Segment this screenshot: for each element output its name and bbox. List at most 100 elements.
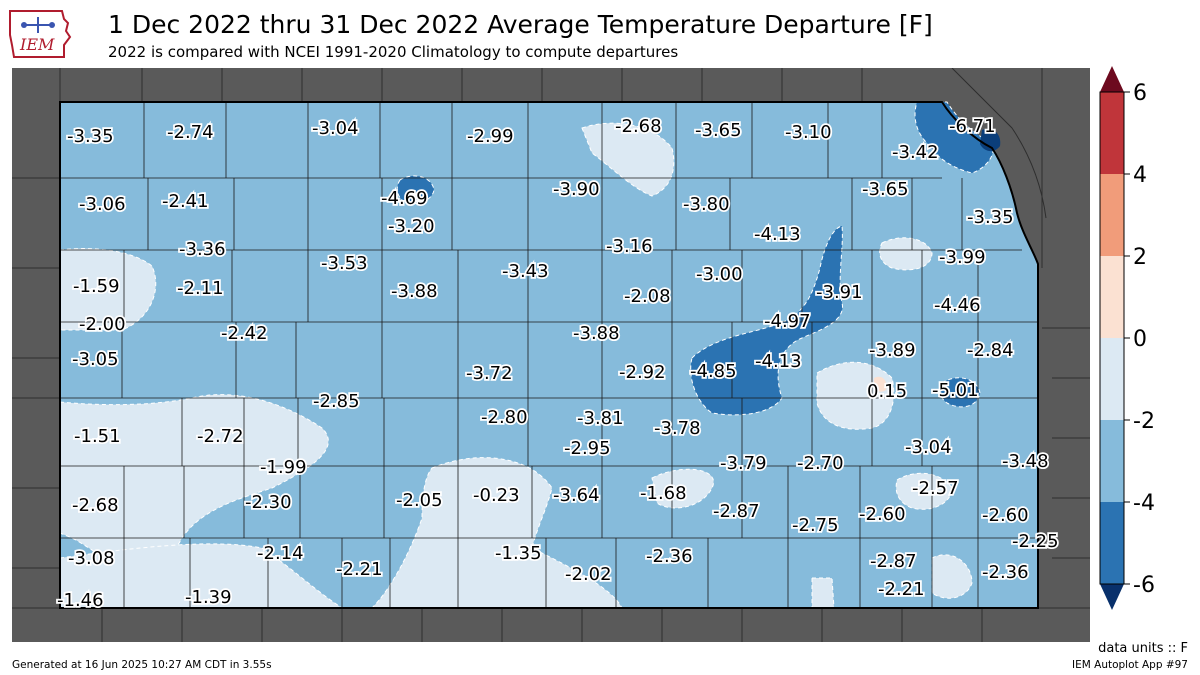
station-value: -0.23 bbox=[473, 485, 520, 506]
station-value: -3.88 bbox=[391, 281, 438, 302]
station-value: -2.72 bbox=[197, 426, 244, 447]
colorbar-tick-label: -6 bbox=[1133, 573, 1155, 598]
station-value: -4.69 bbox=[381, 188, 428, 209]
station-value: -2.21 bbox=[336, 559, 383, 580]
station-value: -3.42 bbox=[892, 142, 939, 163]
map-title: 1 Dec 2022 thru 31 Dec 2022 Average Temp… bbox=[108, 10, 933, 39]
station-value: -2.25 bbox=[1012, 531, 1059, 552]
station-value: -2.57 bbox=[912, 478, 959, 499]
station-value: -6.71 bbox=[949, 116, 996, 137]
colorbar-tick-label: 0 bbox=[1133, 327, 1147, 352]
state-fill-base bbox=[60, 102, 1038, 608]
station-value: -2.74 bbox=[167, 122, 214, 143]
station-value: -2.87 bbox=[713, 501, 760, 522]
colorbar-tick-label: 4 bbox=[1133, 163, 1147, 188]
station-value: -2.80 bbox=[481, 407, 528, 428]
zone-0-to-2 bbox=[874, 376, 887, 392]
station-value: -1.51 bbox=[74, 426, 121, 447]
station-value: -2.36 bbox=[646, 546, 693, 567]
station-value: -3.88 bbox=[573, 323, 620, 344]
colorbar: 6 4 2 0 -2 -4 -6 bbox=[1098, 66, 1198, 610]
station-value: -2.84 bbox=[967, 340, 1014, 361]
colorbar-segment-minus4-to-minus2 bbox=[1100, 420, 1124, 502]
colorbar-segment-minus6-to-minus4 bbox=[1100, 502, 1124, 584]
station-value: -2.87 bbox=[870, 551, 917, 572]
station-value: -4.85 bbox=[690, 361, 737, 382]
station-value: -3.53 bbox=[321, 253, 368, 274]
station-value: -3.81 bbox=[577, 408, 624, 429]
logo-text: IEM bbox=[19, 35, 55, 54]
colorbar-segment-0-to-2 bbox=[1100, 256, 1124, 338]
station-value: -2.95 bbox=[564, 438, 611, 459]
colorbar-tick-label: 6 bbox=[1133, 81, 1147, 106]
station-value: -2.02 bbox=[565, 564, 612, 585]
station-value: -2.21 bbox=[878, 579, 925, 600]
station-value: -2.99 bbox=[467, 126, 514, 147]
station-value-labels: -3.35 -2.74 -3.04 -2.99 -2.68 -3.65 -3.10 -6.71… bbox=[55, 114, 1060, 613]
station-value: -2.75 bbox=[792, 515, 839, 536]
generated-timestamp: Generated at 16 Jun 2025 10:27 AM CDT in… bbox=[12, 659, 272, 671]
map-subtitle: 2022 is compared with NCEI 1991-2020 Cli… bbox=[108, 43, 679, 61]
station-value: -4.97 bbox=[764, 311, 811, 332]
station-value: -1.46 bbox=[57, 590, 104, 611]
colorbar-tick-label: 2 bbox=[1133, 245, 1147, 270]
station-value: -3.43 bbox=[502, 261, 549, 282]
station-value: -2.11 bbox=[177, 278, 224, 299]
station-value: -3.48 bbox=[1002, 451, 1049, 472]
station-value: -2.36 bbox=[982, 562, 1029, 583]
station-value: -1.99 bbox=[260, 457, 307, 478]
station-value: -3.00 bbox=[696, 264, 743, 285]
station-value: -2.70 bbox=[797, 453, 844, 474]
zone-minus6-to-minus4 bbox=[396, 101, 994, 416]
station-value: -3.99 bbox=[939, 247, 986, 268]
station-value: -1.35 bbox=[495, 543, 542, 564]
station-value: -2.60 bbox=[859, 504, 906, 525]
zone-minus2-to-0 bbox=[59, 122, 973, 609]
station-value: -3.06 bbox=[79, 194, 126, 215]
station-value: -1.59 bbox=[73, 276, 120, 297]
iem-logo: IEM bbox=[6, 5, 74, 63]
station-value: -3.08 bbox=[68, 548, 115, 569]
county-lines bbox=[60, 102, 1038, 608]
station-value: -3.04 bbox=[905, 437, 952, 458]
state-border bbox=[59, 101, 1039, 609]
colorbar-segment-2-to-4 bbox=[1100, 174, 1124, 256]
station-value: -1.39 bbox=[185, 587, 232, 608]
app-label: IEM Autoplot App #97 bbox=[1072, 659, 1188, 671]
units-label: data units :: F bbox=[1098, 641, 1188, 656]
station-value: -3.91 bbox=[816, 282, 863, 303]
station-value: -2.85 bbox=[313, 391, 360, 412]
station-value: -3.65 bbox=[862, 179, 909, 200]
colorbar-top-arrow bbox=[1100, 66, 1124, 92]
station-value: -3.35 bbox=[967, 207, 1014, 228]
station-value: -3.90 bbox=[553, 179, 600, 200]
station-value: 0.15 bbox=[867, 381, 907, 402]
colorbar-ticks: 6 4 2 0 -2 -4 -6 bbox=[1124, 81, 1155, 598]
station-value: -4.13 bbox=[754, 224, 801, 245]
station-value: -2.42 bbox=[221, 323, 268, 344]
station-value: -2.68 bbox=[615, 116, 662, 137]
station-value: -1.68 bbox=[640, 483, 687, 504]
colorbar-tick-label: -2 bbox=[1133, 409, 1155, 434]
station-value: -3.10 bbox=[785, 122, 832, 143]
station-value: -5.01 bbox=[932, 380, 979, 401]
station-value: -3.80 bbox=[683, 194, 730, 215]
colorbar-segment-minus2-to-0 bbox=[1100, 338, 1124, 420]
station-value: -3.89 bbox=[869, 340, 916, 361]
temperature-departure-map: -3.35 -2.74 -3.04 -2.99 -2.68 -3.65 -3.10 -6.71… bbox=[12, 67, 1090, 642]
station-value: -2.08 bbox=[624, 286, 671, 307]
station-value: -2.05 bbox=[396, 490, 443, 511]
colorbar-segment-above-4 bbox=[1100, 92, 1124, 174]
colorbar-bottom-arrow bbox=[1100, 584, 1124, 610]
station-value: -3.16 bbox=[606, 236, 653, 257]
station-value: -2.60 bbox=[982, 505, 1029, 526]
station-value: -3.35 bbox=[67, 126, 114, 147]
station-value: -3.36 bbox=[179, 239, 226, 260]
station-value: -2.14 bbox=[257, 543, 304, 564]
station-value: -4.13 bbox=[755, 351, 802, 372]
station-value: -2.00 bbox=[79, 314, 126, 335]
station-value: -2.30 bbox=[245, 492, 292, 513]
station-value: -3.64 bbox=[553, 485, 600, 506]
station-value: -3.04 bbox=[312, 118, 359, 139]
station-value: -3.79 bbox=[720, 453, 767, 474]
